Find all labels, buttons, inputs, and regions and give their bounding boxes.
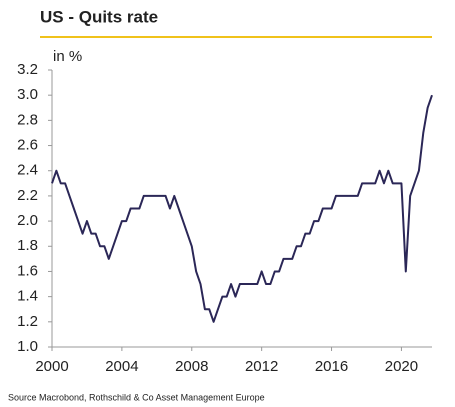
- y-tick-label: 1.4: [17, 288, 38, 305]
- y-tick-label: 2.2: [17, 187, 38, 204]
- source: Source Macrobond, Rothschild & Co Asset …: [8, 392, 265, 402]
- x-tick-label: 2016: [315, 358, 348, 375]
- x-tick-label: 2000: [35, 358, 68, 375]
- y-tick-label: 3.0: [17, 86, 38, 103]
- y-tick-label: 1.2: [17, 313, 38, 330]
- y-tick-label: 3.2: [17, 61, 38, 78]
- y-tick-label: 2.6: [17, 137, 38, 154]
- y-tick-label: 1.6: [17, 262, 38, 279]
- x-tick-label: 2004: [105, 358, 138, 375]
- y-axis-label: in %: [53, 48, 82, 65]
- y-tick-label: 1.8: [17, 237, 38, 254]
- series-line: [51, 94, 433, 323]
- y-tick-label: 2.8: [17, 111, 38, 128]
- y-tick-label: 2.4: [17, 162, 38, 179]
- chart-title: US - Quits rate: [40, 7, 158, 26]
- x-tick-label: 2012: [245, 358, 278, 375]
- x-tick-label: 2008: [175, 358, 208, 375]
- y-tick-label: 1.0: [17, 338, 38, 355]
- x-tick-label: 2020: [385, 358, 418, 375]
- y-tick-label: 2.0: [17, 212, 38, 229]
